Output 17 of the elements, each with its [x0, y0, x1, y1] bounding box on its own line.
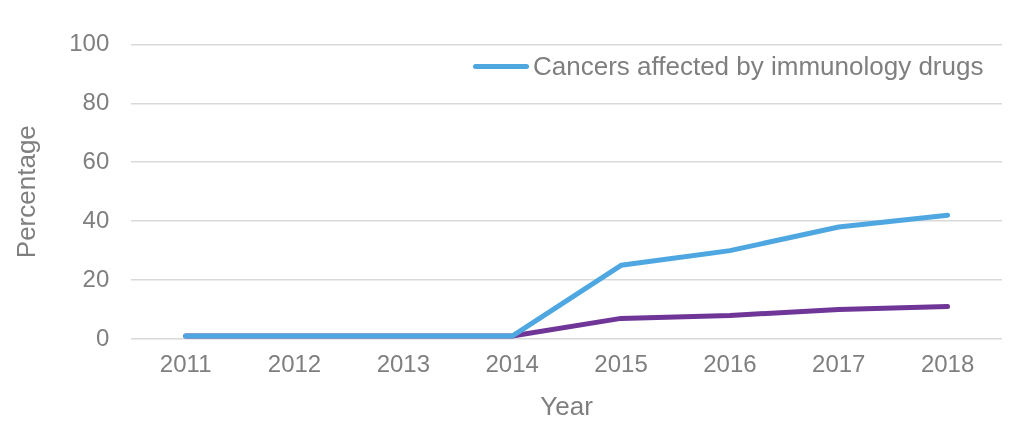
x-tick-label: 2017: [812, 350, 866, 378]
x-tick-label: 2018: [920, 350, 975, 378]
x-tick-label: 2012: [267, 350, 322, 378]
x-axis-title: Year: [540, 390, 594, 421]
y-tick-label: 40: [82, 205, 110, 233]
y-tick-label: 0: [95, 323, 110, 351]
x-tick-label: 2014: [485, 350, 539, 378]
y-tick-label: 80: [82, 87, 110, 115]
y-tick-label: 20: [82, 264, 110, 292]
x-tick-label: 2013: [376, 350, 431, 378]
y-axis-title: Percentage: [10, 125, 41, 259]
legend-label: Cancers affected by immunology drugs: [533, 50, 984, 82]
y-tick-label: 60: [82, 146, 110, 174]
y-tick-label: 100: [69, 29, 110, 57]
x-tick-label: 2015: [594, 350, 648, 378]
x-tick-label: 2016: [703, 350, 757, 378]
x-tick-label: 2011: [159, 350, 212, 378]
